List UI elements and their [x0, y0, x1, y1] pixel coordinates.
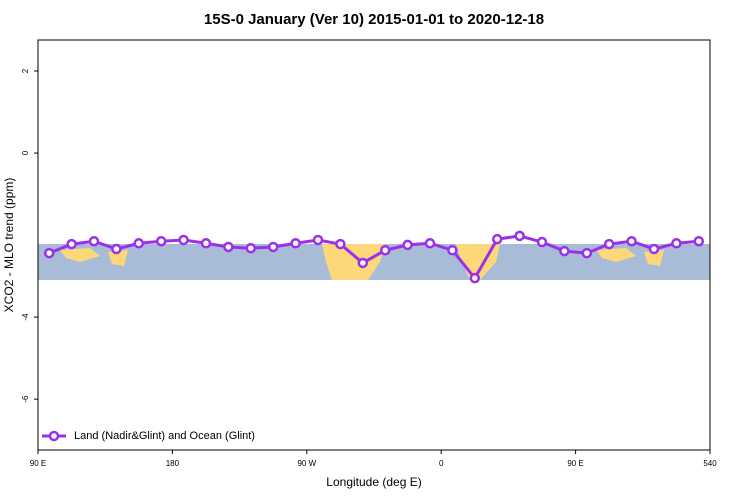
point — [603, 238, 615, 250]
legend-marker — [48, 430, 60, 442]
point — [693, 235, 705, 247]
chart-title: 15S-0 January (Ver 10) 2015-01-01 to 202… — [204, 11, 544, 28]
point — [245, 242, 257, 254]
y-tick-label: 2 — [21, 68, 30, 73]
point — [155, 235, 167, 247]
point — [200, 238, 212, 249]
point — [335, 238, 346, 250]
point — [267, 241, 279, 253]
point — [514, 230, 525, 242]
x-axis-label: Longitude (deg E) — [326, 475, 421, 489]
point — [223, 241, 234, 253]
point — [469, 272, 481, 284]
point — [536, 236, 548, 248]
y-tick-label: -6 — [21, 395, 30, 403]
x-tick-label: 180 — [166, 459, 180, 468]
x-tick-label: 90 W — [297, 459, 316, 468]
point — [559, 245, 570, 257]
x-tick-label: 0 — [439, 459, 444, 468]
point — [133, 238, 145, 249]
point — [671, 238, 682, 249]
point — [648, 243, 660, 255]
x-tick-label: 540 — [703, 459, 717, 468]
point — [424, 238, 436, 249]
x-tick-label: 90 E — [567, 459, 583, 468]
y-axis-label: XCO2 - MLO trend (ppm) — [2, 178, 16, 313]
point — [88, 235, 100, 247]
point — [66, 238, 77, 250]
map-band — [38, 244, 710, 280]
point — [178, 234, 189, 246]
point — [290, 238, 301, 249]
point — [111, 243, 122, 255]
point — [626, 235, 637, 247]
point — [43, 247, 55, 259]
point — [491, 233, 503, 245]
x-tick-label: 90 E — [30, 459, 46, 468]
point — [312, 234, 324, 246]
point — [357, 257, 369, 269]
point — [402, 239, 413, 251]
point — [581, 247, 593, 259]
y-tick-label: -4 — [21, 313, 30, 321]
point — [447, 245, 458, 256]
y-tick-label: 0 — [21, 150, 30, 155]
plot-frame — [37, 39, 711, 451]
point — [379, 245, 391, 256]
legend-label: Land (Nadir&Glint) and Ocean (Glint) — [74, 430, 255, 442]
